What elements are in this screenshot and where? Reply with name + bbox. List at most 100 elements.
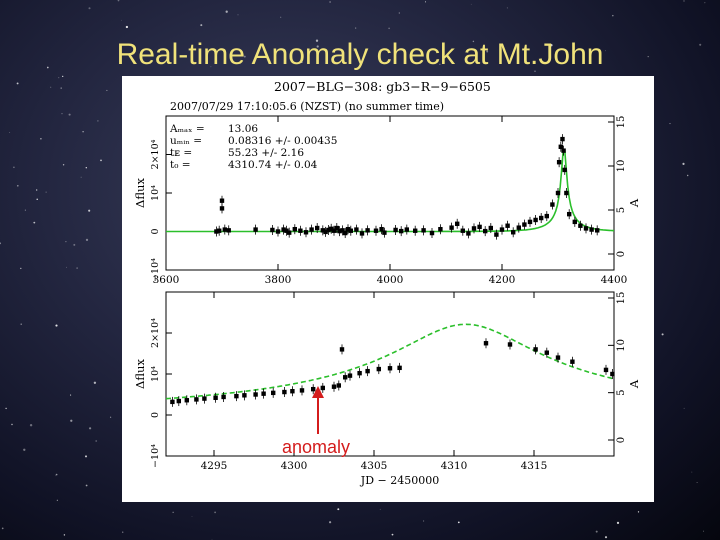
star — [329, 521, 332, 524]
x-tick-label: 3600 — [153, 274, 180, 286]
star — [50, 86, 52, 88]
star — [33, 221, 36, 224]
right-tick-label: 10 — [616, 160, 627, 173]
data-point — [397, 365, 402, 371]
star — [84, 455, 88, 458]
star — [20, 267, 22, 270]
star — [200, 24, 203, 27]
star — [647, 55, 649, 58]
data-point — [544, 350, 549, 355]
data-point — [253, 392, 258, 397]
data-point — [516, 225, 521, 230]
data-point — [311, 386, 316, 392]
data-point — [413, 228, 418, 233]
y-tick-label: 10⁴ — [150, 185, 161, 201]
star — [353, 50, 355, 51]
data-point — [270, 227, 275, 233]
data-point — [222, 227, 227, 232]
right-axis-label: A — [627, 379, 641, 389]
data-point — [376, 366, 381, 372]
star — [699, 43, 702, 46]
data-point — [522, 222, 527, 227]
data-point — [292, 226, 297, 232]
fit-param-name: uₘᵢₙ = — [170, 135, 202, 147]
x-tick-label: 4310 — [441, 460, 468, 472]
star — [65, 240, 67, 243]
data-point — [219, 198, 225, 203]
star — [117, 0, 120, 2]
star — [55, 475, 56, 477]
star — [683, 0, 685, 2]
data-point — [340, 228, 345, 233]
star — [85, 167, 87, 169]
data-point — [365, 368, 370, 374]
star — [122, 531, 124, 533]
star — [109, 416, 112, 418]
data-point — [555, 190, 561, 196]
data-point — [284, 228, 289, 233]
y-tick-label: 0 — [150, 412, 161, 418]
data-point — [320, 385, 325, 391]
data-point — [533, 347, 538, 352]
star — [5, 407, 7, 410]
data-point — [343, 375, 348, 380]
star — [191, 516, 193, 517]
data-point — [298, 228, 303, 233]
fit-param-value: 13.06 — [228, 123, 258, 135]
data-point — [449, 225, 454, 230]
data-point — [595, 228, 600, 233]
data-point — [261, 391, 266, 396]
top-chart-subtitle: 2007/07/29 17:10:05.6 (NZST) (no summer … — [170, 100, 444, 113]
star — [691, 471, 693, 473]
y-tick-label: 0 — [150, 228, 161, 234]
star — [55, 473, 58, 476]
star — [243, 55, 246, 58]
star — [506, 7, 508, 9]
data-point — [253, 227, 258, 232]
star — [68, 113, 71, 116]
data-point — [287, 230, 292, 235]
star — [125, 25, 129, 29]
star — [534, 70, 536, 72]
fit-parameters: Aₘₐₓ = 13.06 uₘᵢₙ = 0.08316 +/- 0.00435 tᴇ =… — [169, 123, 337, 171]
fit-param-name: tᴇ = — [170, 147, 192, 159]
data-point — [299, 388, 305, 393]
fit-param-value: 4310.74 +/- 0.04 — [228, 159, 318, 171]
star — [612, 14, 614, 17]
star — [687, 174, 689, 177]
x-tick-label: 4315 — [521, 460, 548, 472]
data-point — [329, 226, 334, 232]
star — [423, 520, 425, 522]
data-point — [379, 226, 384, 232]
star — [80, 176, 82, 178]
star — [289, 58, 292, 60]
star — [457, 521, 460, 524]
model-curve — [166, 148, 615, 233]
data-point — [466, 231, 471, 236]
data-point — [337, 228, 342, 234]
data-point — [507, 342, 513, 347]
fit-param-name: t₀ = — [170, 159, 191, 171]
data-point — [373, 228, 379, 233]
data-point — [589, 227, 594, 232]
data-point — [460, 228, 465, 233]
x-tick-label: 4000 — [377, 274, 404, 286]
star — [88, 7, 91, 10]
data-point — [290, 389, 295, 394]
lightcurve-figure: 2007−BLG−308: gb3−R−9−6505 2007/07/29 17… — [122, 76, 654, 502]
lightcurve-svg: 2007−BLG−308: gb3−R−9−6505 2007/07/29 17… — [133, 79, 641, 487]
data-point — [387, 366, 393, 371]
data-point — [505, 223, 510, 228]
star — [66, 266, 68, 268]
anomaly-arrow — [312, 386, 324, 434]
star — [24, 209, 26, 211]
star — [97, 120, 99, 122]
star — [696, 481, 698, 484]
data-point — [184, 398, 189, 403]
star — [683, 407, 685, 409]
data-point — [217, 228, 222, 233]
x-tick-label: 3800 — [265, 274, 292, 286]
star — [55, 324, 58, 327]
star — [9, 132, 11, 133]
star — [702, 530, 705, 532]
